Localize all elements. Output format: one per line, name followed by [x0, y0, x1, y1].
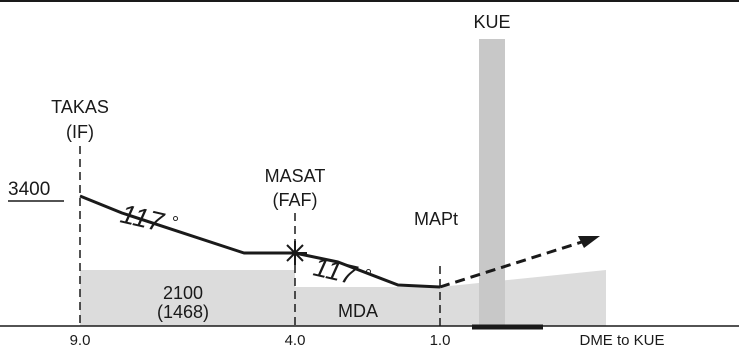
kue-navaid-bar	[479, 39, 505, 326]
mda-label: MDA	[338, 301, 378, 321]
initial-course-value: 117	[118, 199, 168, 238]
takas-fix-name: TAKAS	[51, 97, 109, 117]
missed-approach-arrowhead	[578, 236, 600, 248]
initial-course-label: 117 °	[118, 199, 180, 238]
final-course-value: 117	[311, 252, 361, 291]
initial-course-degree: °	[168, 212, 180, 233]
dme-tick-masat: 4.0	[285, 332, 306, 349]
mapt-label: MAPt	[414, 209, 458, 229]
final-course-degree: °	[361, 265, 373, 286]
missed-approach-path	[439, 239, 586, 289]
faf-star-icon	[283, 241, 307, 265]
kue-label: KUE	[473, 12, 510, 32]
obstacle-altitude: 2100	[163, 283, 203, 303]
dme-tick-takas: 9.0	[70, 332, 91, 349]
obstacle-clearance-area	[80, 270, 606, 326]
takas-fix-role: (IF)	[66, 122, 94, 142]
obstacle-height: (1468)	[157, 302, 209, 322]
dme-axis-label: DME to KUE	[579, 332, 664, 349]
masat-fix-name: MASAT	[265, 166, 326, 186]
masat-fix-role: (FAF)	[273, 190, 318, 210]
altitude-label: 3400	[8, 179, 50, 200]
dme-tick-mapt: 1.0	[430, 332, 451, 349]
